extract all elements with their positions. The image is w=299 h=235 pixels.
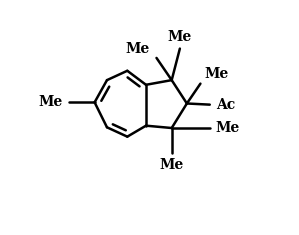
Text: Me: Me — [204, 67, 228, 81]
Text: Me: Me — [216, 121, 240, 135]
Text: Me: Me — [168, 30, 192, 44]
Text: Me: Me — [39, 95, 63, 109]
Text: Me: Me — [125, 42, 150, 56]
Text: Ac: Ac — [216, 98, 235, 112]
Text: Me: Me — [160, 158, 184, 172]
